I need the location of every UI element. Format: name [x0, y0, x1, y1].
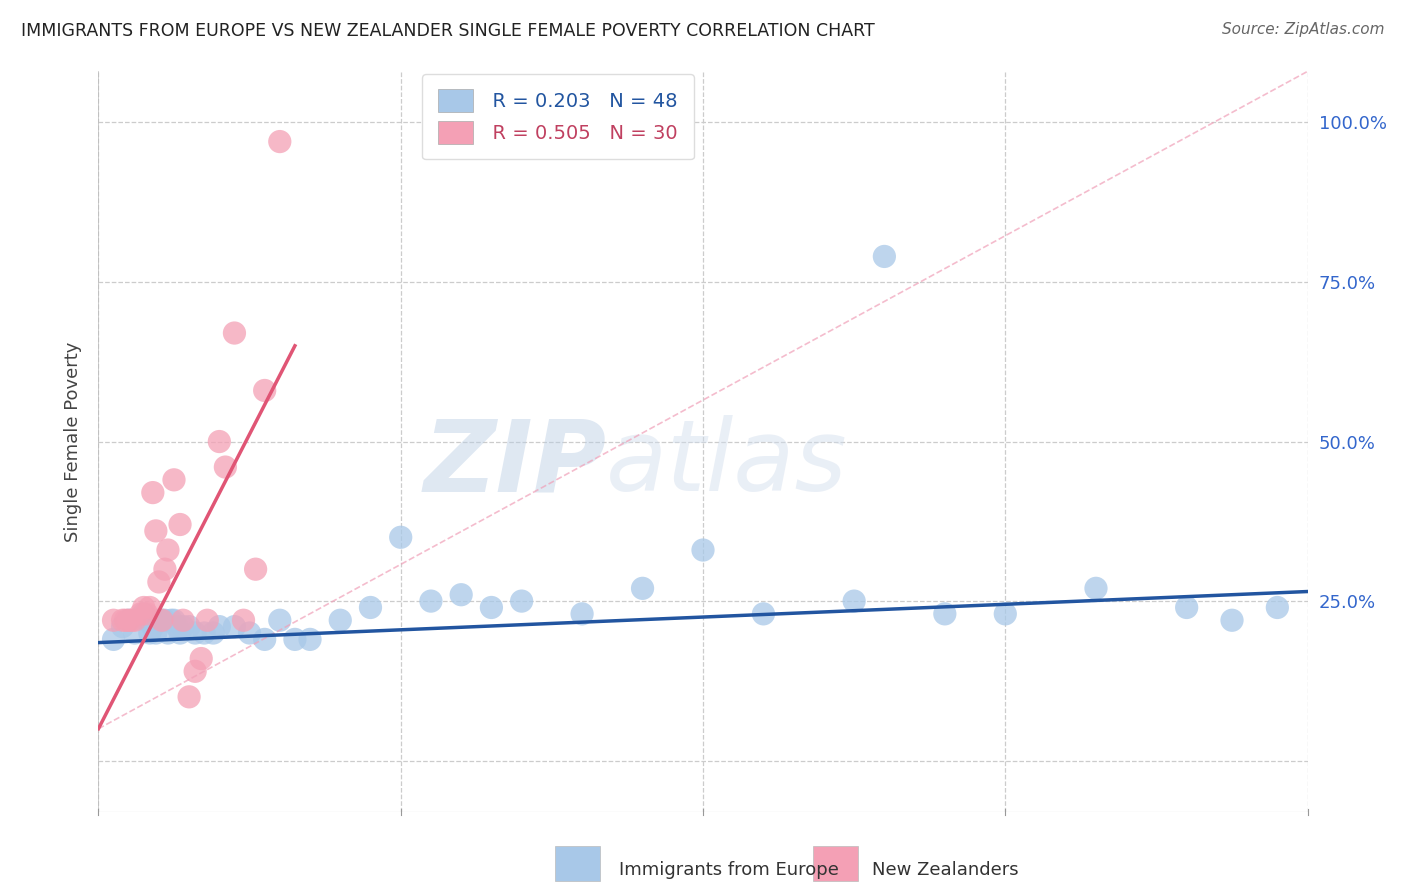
Point: [184, 665, 207, 679]
Point: [208, 619, 231, 633]
Point: [1175, 600, 1198, 615]
Point: [111, 619, 134, 633]
Point: [450, 588, 472, 602]
Point: [148, 574, 170, 589]
Point: [118, 613, 141, 627]
Point: [169, 517, 191, 532]
Point: [631, 582, 654, 596]
Point: [156, 626, 179, 640]
Point: [124, 613, 146, 627]
Y-axis label: Single Female Poverty: Single Female Poverty: [63, 342, 82, 541]
Point: [245, 562, 267, 576]
Point: [111, 613, 134, 627]
Point: [389, 530, 412, 544]
Point: [179, 690, 201, 704]
Point: [202, 626, 225, 640]
Point: [934, 607, 956, 621]
Point: [692, 543, 714, 558]
Point: [873, 250, 896, 264]
Point: [239, 626, 262, 640]
Point: [253, 384, 276, 398]
Point: [214, 460, 236, 475]
Point: [163, 613, 186, 627]
Point: [571, 607, 593, 621]
Point: [481, 600, 503, 615]
Point: [135, 607, 157, 621]
Point: [1267, 600, 1289, 615]
Text: Immigrants from Europe: Immigrants from Europe: [619, 861, 838, 879]
Point: [172, 613, 194, 627]
Point: [253, 632, 276, 647]
Point: [172, 619, 194, 633]
Point: [994, 607, 1017, 621]
Point: [145, 524, 167, 538]
Point: [844, 594, 866, 608]
Point: [129, 607, 152, 621]
Text: ZIP: ZIP: [423, 416, 606, 512]
Point: [145, 626, 167, 640]
Point: [150, 613, 173, 627]
Point: [121, 613, 143, 627]
Point: [1220, 613, 1243, 627]
Point: [190, 651, 212, 665]
Point: [208, 434, 231, 449]
Text: IMMIGRANTS FROM EUROPE VS NEW ZEALANDER SINGLE FEMALE POVERTY CORRELATION CHART: IMMIGRANTS FROM EUROPE VS NEW ZEALANDER …: [21, 22, 875, 40]
Point: [284, 632, 307, 647]
Point: [360, 600, 382, 615]
Point: [224, 326, 246, 340]
Point: [150, 613, 173, 627]
Point: [193, 626, 215, 640]
Point: [269, 613, 291, 627]
Point: [139, 626, 162, 640]
Point: [132, 607, 155, 621]
Point: [420, 594, 443, 608]
Point: [156, 543, 179, 558]
Point: [329, 613, 352, 627]
Text: Source: ZipAtlas.com: Source: ZipAtlas.com: [1222, 22, 1385, 37]
Point: [153, 613, 176, 627]
Text: New Zealanders: New Zealanders: [872, 861, 1018, 879]
Point: [142, 485, 165, 500]
Point: [232, 613, 254, 627]
Point: [135, 613, 157, 627]
Point: [103, 632, 125, 647]
Point: [179, 619, 201, 633]
Point: [269, 135, 291, 149]
Point: [139, 600, 162, 615]
Text: atlas: atlas: [606, 416, 848, 512]
Point: [752, 607, 775, 621]
Point: [510, 594, 533, 608]
Point: [153, 562, 176, 576]
Point: [160, 613, 183, 627]
Point: [195, 613, 218, 627]
Point: [224, 619, 246, 633]
Legend:   R = 0.203   N = 48,   R = 0.505   N = 30: R = 0.203 N = 48, R = 0.505 N = 30: [422, 74, 693, 160]
Point: [163, 473, 186, 487]
Point: [103, 613, 125, 627]
Point: [148, 613, 170, 627]
Point: [169, 626, 191, 640]
Point: [166, 619, 188, 633]
Point: [1085, 582, 1108, 596]
Point: [124, 626, 146, 640]
Point: [118, 613, 141, 627]
Point: [142, 619, 165, 633]
Point: [299, 632, 322, 647]
Point: [132, 600, 155, 615]
Point: [184, 626, 207, 640]
Point: [114, 613, 136, 627]
